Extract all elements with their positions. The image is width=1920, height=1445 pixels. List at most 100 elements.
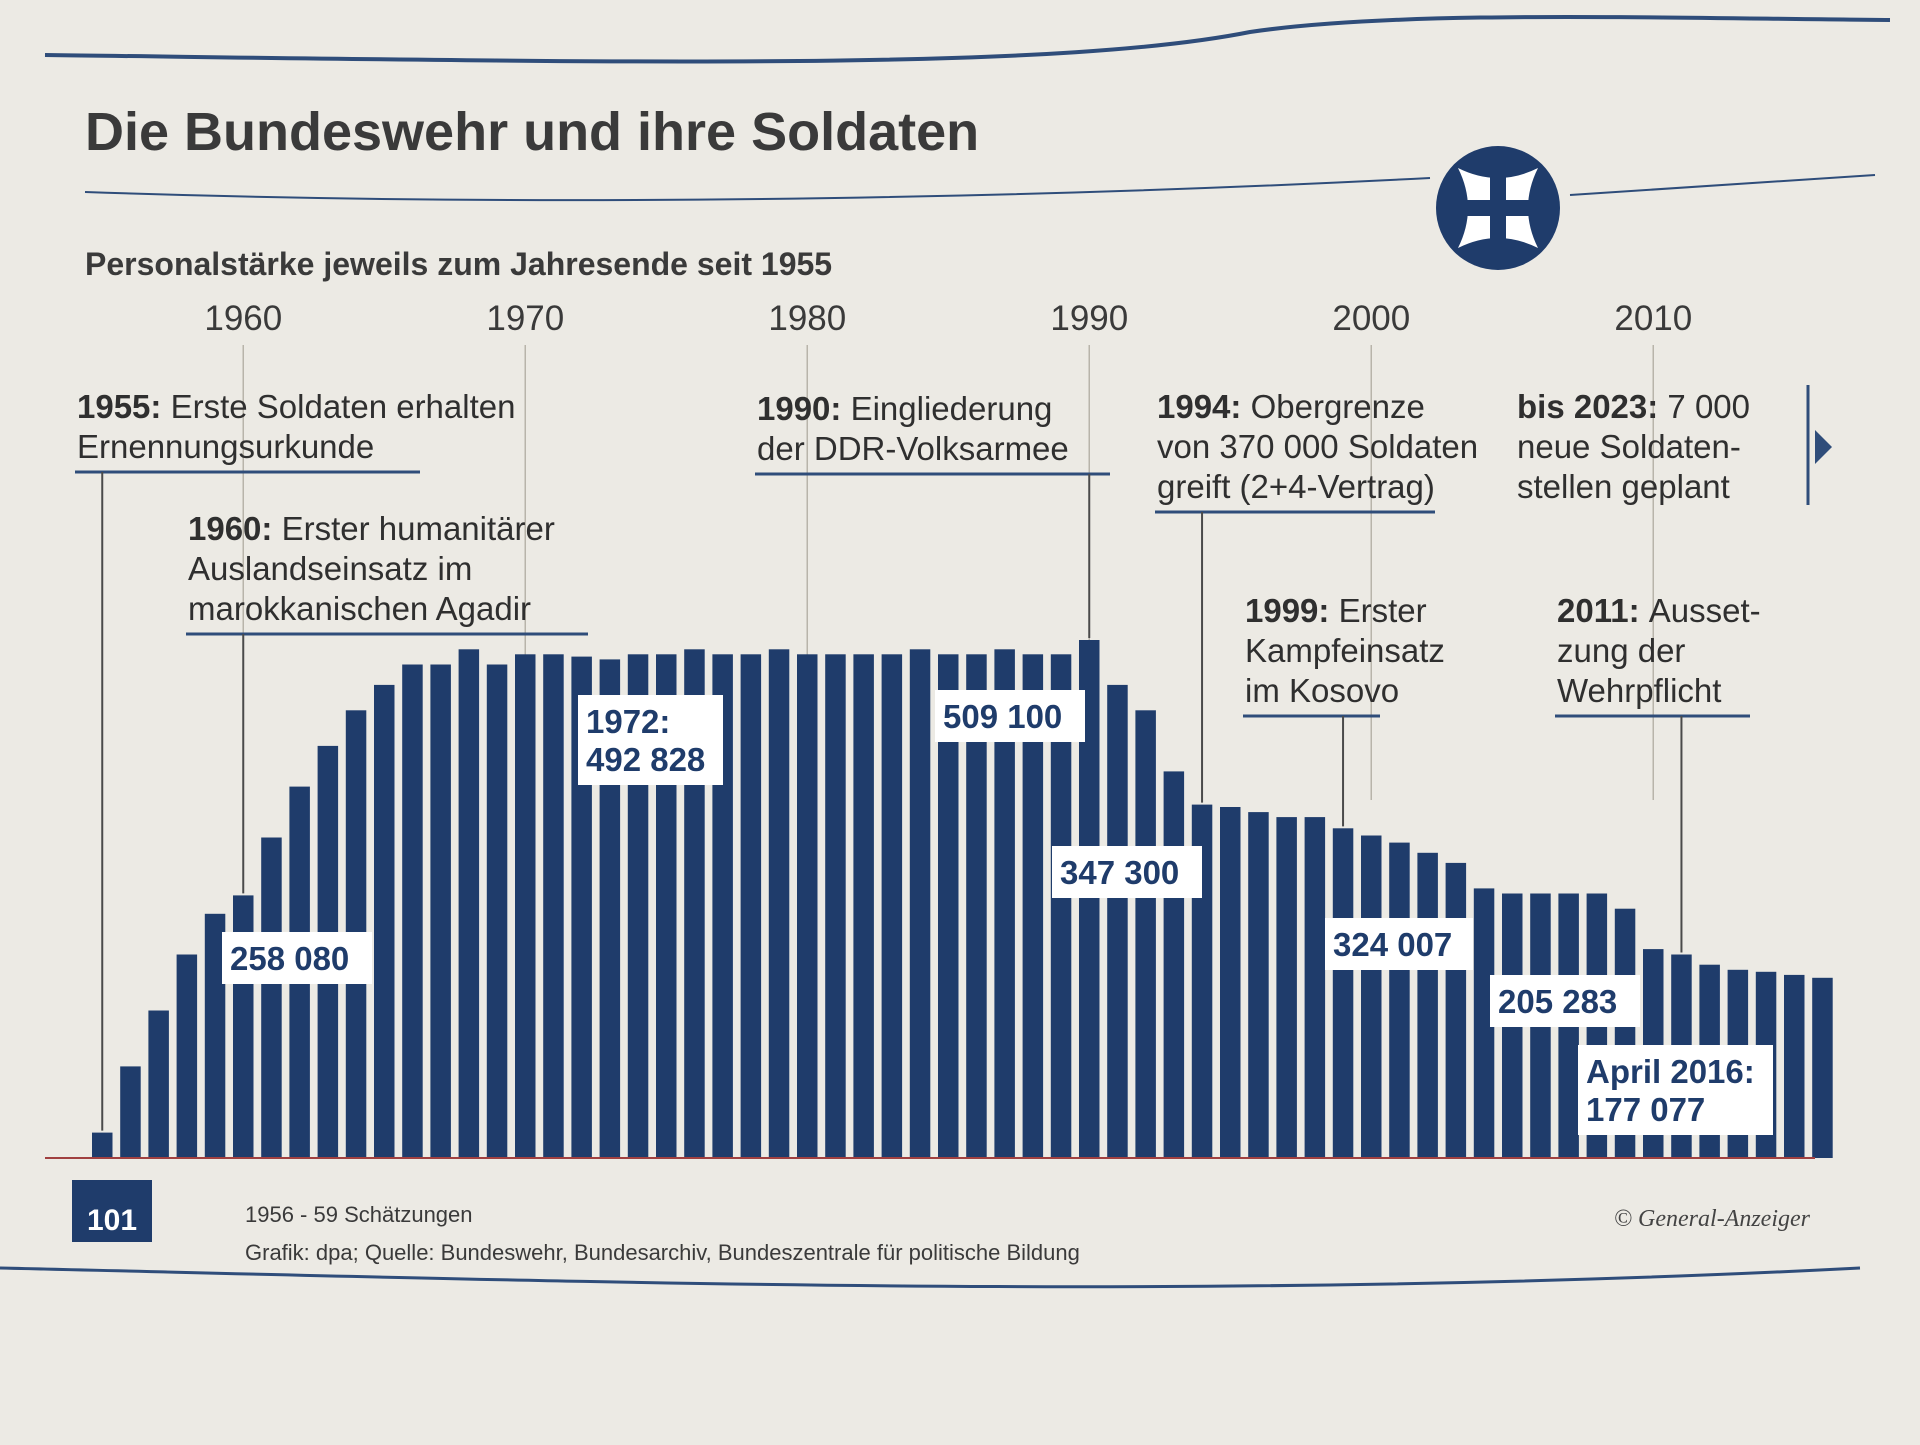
annotation-line: 1999: Erster — [1245, 592, 1427, 629]
page-badge: 101 — [72, 1180, 152, 1242]
x-tick-2010: 2010 — [1614, 299, 1692, 338]
x-tick-1980: 1980 — [768, 299, 846, 338]
bar-1991 — [1107, 684, 1128, 1158]
title-rule — [84, 177, 1431, 202]
annotation-year: 1999: — [1245, 592, 1339, 629]
bar-1981 — [825, 654, 846, 1158]
title-rule-right — [1569, 174, 1876, 196]
annotation-year: bis 2023: — [1517, 388, 1667, 425]
annotation-line: stellen geplant — [1517, 468, 1730, 505]
bar-1999 — [1332, 828, 1354, 1158]
annotation-text: Erster — [1339, 592, 1427, 629]
bar-1978 — [740, 654, 762, 1158]
annotation-line: 1955: Erste Soldaten erhalten — [77, 388, 515, 425]
bar-1955 — [92, 1132, 113, 1158]
bar-1959 — [204, 913, 226, 1158]
bar-1998 — [1304, 817, 1326, 1158]
annotation-line: Kampfeinsatz — [1245, 632, 1445, 669]
bar-1966 — [402, 664, 423, 1158]
bar-1996 — [1248, 812, 1269, 1158]
chart-title: Die Bundeswehr und ihre Soldaten — [85, 102, 979, 162]
value-label-text: 509 100 — [943, 698, 1062, 735]
bar-1995 — [1220, 807, 1241, 1158]
bar-1965 — [374, 684, 395, 1158]
value-label-text: 492 828 — [586, 741, 705, 778]
bar-1984 — [909, 649, 931, 1158]
x-tick-1990: 1990 — [1050, 299, 1128, 338]
x-tick-1970: 1970 — [486, 299, 564, 338]
credit: © General-Anzeiger — [1614, 1206, 1811, 1232]
bar-1980 — [797, 654, 818, 1158]
value-label-text: 347 300 — [1060, 854, 1179, 891]
bar-1997 — [1276, 817, 1297, 1158]
annotation-text: Erste Soldaten erhalten — [171, 388, 516, 425]
annotation-line: von 370 000 Soldaten — [1157, 428, 1478, 465]
value-label-text: April 2016: — [1586, 1053, 1755, 1090]
x-tick-1960: 1960 — [204, 299, 282, 338]
value-label-7: April 2016:177 077 — [1578, 1045, 1773, 1135]
footnote-source: Grafik: dpa; Quelle: Bundeswehr, Bundesa… — [245, 1240, 1080, 1265]
bar-1986 — [966, 654, 987, 1158]
bar-1971 — [543, 654, 564, 1158]
value-labels: 258 080 1972:492 828 509 100 347 300 324 007… — [222, 690, 1773, 1135]
value-label-4: 347 300 — [1052, 846, 1202, 898]
annotation-line: Ernennungsurkunde — [77, 428, 374, 465]
annotation-line: Wehrpflicht — [1557, 672, 1721, 709]
annotation-text: Ausset- — [1649, 592, 1761, 629]
bar-1957 — [148, 1010, 169, 1158]
annotation-line: 1960: Erster humanitärer — [188, 510, 555, 547]
bar-2004 — [1473, 888, 1495, 1158]
annotation-leaders — [75, 385, 1832, 1131]
bar-1968 — [458, 649, 480, 1158]
value-label-text: 1972: — [586, 703, 670, 740]
annotation-year: 1994: — [1157, 388, 1251, 425]
bar-2003 — [1445, 862, 1467, 1158]
bar-1990 — [1079, 640, 1100, 1158]
bar-1992 — [1135, 710, 1156, 1158]
value-label-2: 1972:492 828 — [578, 695, 723, 785]
bar-1988 — [1022, 654, 1044, 1158]
value-label-box — [1578, 1045, 1773, 1135]
value-label-3: 509 100 — [935, 690, 1085, 742]
value-label-box — [1325, 918, 1473, 970]
iron-cross-icon — [1436, 146, 1560, 270]
annotation-text: 7 000 — [1667, 388, 1750, 425]
value-label-box — [578, 695, 723, 785]
annotation-year: 1990: — [757, 390, 851, 427]
annotation-line: greift (2+4-Vertrag) — [1157, 468, 1435, 505]
bar-1987 — [994, 649, 1015, 1158]
bar-1993 — [1163, 771, 1185, 1158]
annotation-1: 1955: Erste Soldaten erhaltenErnennungsu… — [77, 388, 515, 465]
annotation-line: Auslandseinsatz im — [188, 550, 472, 587]
annotation-year: 1960: — [188, 510, 282, 547]
annotation-2: 1960: Erster humanitärerAuslandseinsatz … — [188, 510, 555, 627]
bar-april-2016 — [1812, 977, 1833, 1158]
bar-1969 — [486, 664, 508, 1158]
value-label-6: 205 283 — [1490, 975, 1640, 1027]
annotation-text: Erster humanitärer — [282, 510, 555, 547]
value-label-text: 324 007 — [1333, 926, 1452, 963]
footnote-estimates: 1956 - 59 Schätzungen — [245, 1202, 473, 1227]
chart-subtitle: Personalstärke jeweils zum Jahresende se… — [85, 246, 832, 282]
annotation-line: 1990: Eingliederung — [757, 390, 1052, 427]
bar-1979 — [768, 649, 790, 1158]
arrow-right-icon — [1815, 430, 1832, 464]
bar-2015 — [1784, 974, 1805, 1158]
annotation-line: zung der — [1557, 632, 1685, 669]
bar-1985 — [938, 654, 959, 1158]
annotation-line: 2011: Ausset- — [1557, 592, 1761, 629]
value-label-text: 177 077 — [1586, 1091, 1705, 1128]
bar-1967 — [430, 664, 451, 1158]
bar-1982 — [853, 654, 874, 1158]
value-label-box — [935, 690, 1085, 742]
badge-number: 101 — [87, 1204, 137, 1237]
bar-1958 — [176, 954, 198, 1158]
top-rule — [44, 14, 1891, 64]
value-label-box — [1490, 975, 1640, 1027]
value-label-text: 258 080 — [230, 940, 349, 977]
